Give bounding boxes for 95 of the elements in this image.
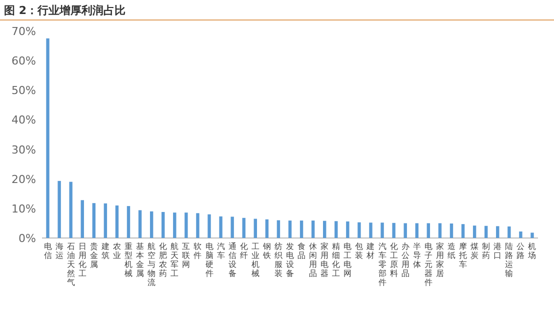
x-tick-label: 电子元器件 <box>424 242 432 287</box>
bar <box>530 232 534 238</box>
bar <box>461 224 465 238</box>
bar <box>104 203 108 238</box>
bar <box>380 222 384 238</box>
x-tick-label: 基本金属 <box>136 242 144 278</box>
x-tick-label: 纺织服装 <box>274 242 282 278</box>
bar <box>358 222 361 238</box>
x-tick-label: 建筑 <box>100 242 110 260</box>
x-tick-label: 化工原料 <box>390 242 398 278</box>
bar <box>450 224 454 238</box>
bar <box>508 226 511 238</box>
bar <box>230 216 234 238</box>
x-tick-label: 电信 <box>44 242 52 260</box>
x-tick-label: 电工电网 <box>344 242 352 278</box>
bar <box>288 220 292 238</box>
bar <box>496 226 500 238</box>
bar <box>126 206 130 238</box>
x-tick-label: 家用家居 <box>436 242 444 278</box>
x-tick-label: 工业机械 <box>251 242 260 278</box>
x-tick-label: 陆路运输 <box>505 242 514 278</box>
y-tick-label: 20% <box>12 172 36 186</box>
x-tick-label: 通信设备 <box>228 242 236 278</box>
x-tick-label: 重型机械 <box>124 242 133 278</box>
x-tick-label: 办公用品 <box>401 242 410 278</box>
bar <box>484 226 488 238</box>
x-tick-label: 航空与物流 <box>148 242 156 287</box>
bar <box>404 223 407 238</box>
x-tick-label: 包装 <box>355 242 364 260</box>
x-tick-label: 机场 <box>527 242 536 260</box>
bar <box>472 226 476 238</box>
bar <box>196 213 200 238</box>
bar <box>173 212 176 238</box>
x-tick-label: 石油天然气 <box>66 242 75 287</box>
x-tick-label: 食品 <box>298 242 306 260</box>
bar <box>346 221 350 238</box>
bar <box>150 211 154 238</box>
bar <box>276 220 280 238</box>
x-tick-label: 公路 <box>516 242 525 260</box>
bar <box>438 223 442 238</box>
x-tick-label: 港口 <box>494 242 502 260</box>
x-tick-label: 电脑硬件 <box>205 242 214 278</box>
bar <box>80 200 84 238</box>
x-tick-label: 休闲用品 <box>309 242 318 278</box>
x-tick-label: 钢铁 <box>262 242 271 260</box>
bar <box>323 220 326 238</box>
bar <box>92 203 96 238</box>
y-tick-label: 30% <box>12 143 36 156</box>
bar <box>69 182 72 238</box>
bar <box>184 212 188 238</box>
bar <box>334 221 338 238</box>
x-tick-label: 发电设备 <box>286 242 294 278</box>
bar <box>300 220 304 238</box>
x-tick-label: 航天军工 <box>170 242 179 278</box>
x-tick-label: 软件 <box>194 242 202 260</box>
bar <box>242 218 246 238</box>
bar <box>138 210 142 238</box>
x-tick-label: 农业 <box>112 242 121 260</box>
x-tick-label: 互联网 <box>182 242 190 269</box>
x-tick-label: 化肥农药 <box>159 242 168 278</box>
bar <box>254 218 257 238</box>
x-tick-label: 煤炭 <box>470 242 479 260</box>
bar <box>46 38 50 238</box>
x-tick-label: 贵金属 <box>90 242 98 269</box>
y-tick-label: 0% <box>18 232 36 245</box>
x-tick-label: 半导体 <box>412 242 421 269</box>
bar <box>265 219 269 238</box>
bar <box>162 212 165 238</box>
x-tick-label: 汽车 <box>216 242 225 260</box>
y-tick-label: 40% <box>12 114 36 127</box>
bar <box>208 214 211 238</box>
bar <box>58 180 61 238</box>
x-tick-label: 摩托车 <box>458 242 468 269</box>
bar <box>392 222 396 238</box>
bar <box>219 216 222 238</box>
chart-title: 图 2：行业增厚利润占比 <box>4 4 126 17</box>
bar <box>311 220 315 238</box>
y-tick-label: 10% <box>12 202 36 216</box>
y-tick-label: 70% <box>12 25 36 38</box>
bar <box>519 231 522 238</box>
x-tick-label: 化纤 <box>240 242 248 260</box>
y-tick-label: 50% <box>12 84 36 98</box>
x-tick-label: 制药 <box>482 242 490 260</box>
x-tick-label: 精细化工 <box>332 242 340 278</box>
bar <box>115 205 119 238</box>
x-tick-label: 造纸 <box>447 242 456 260</box>
x-tick-label: 汽车零部件 <box>378 242 386 287</box>
x-tick-label: 海运 <box>55 242 64 260</box>
x-tick-label: 家用电器 <box>320 242 329 278</box>
bar <box>415 223 418 238</box>
x-tick-label: 日用化工 <box>78 242 86 278</box>
x-tick-label: 建材 <box>366 242 375 260</box>
bar <box>426 223 430 238</box>
bar <box>369 222 372 238</box>
y-tick-label: 60% <box>12 54 36 68</box>
